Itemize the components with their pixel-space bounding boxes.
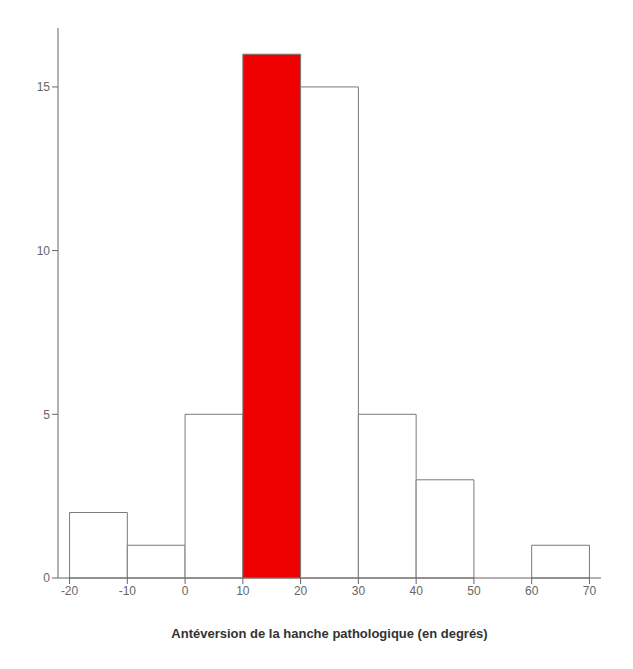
svg-text:-20: -20: [61, 584, 79, 598]
svg-text:0: 0: [182, 584, 189, 598]
svg-text:10: 10: [236, 584, 250, 598]
svg-text:Antéversion de la hanche patho: Antéversion de la hanche pathologique (e…: [171, 626, 487, 641]
svg-text:15: 15: [37, 80, 51, 94]
svg-text:20: 20: [294, 584, 308, 598]
svg-text:60: 60: [525, 584, 539, 598]
svg-text:40: 40: [409, 584, 423, 598]
svg-text:50: 50: [467, 584, 481, 598]
svg-text:70: 70: [583, 584, 597, 598]
svg-text:10: 10: [37, 244, 51, 258]
svg-text:5: 5: [43, 408, 50, 422]
svg-text:-10: -10: [119, 584, 137, 598]
svg-text:0: 0: [43, 571, 50, 585]
svg-text:30: 30: [352, 584, 366, 598]
